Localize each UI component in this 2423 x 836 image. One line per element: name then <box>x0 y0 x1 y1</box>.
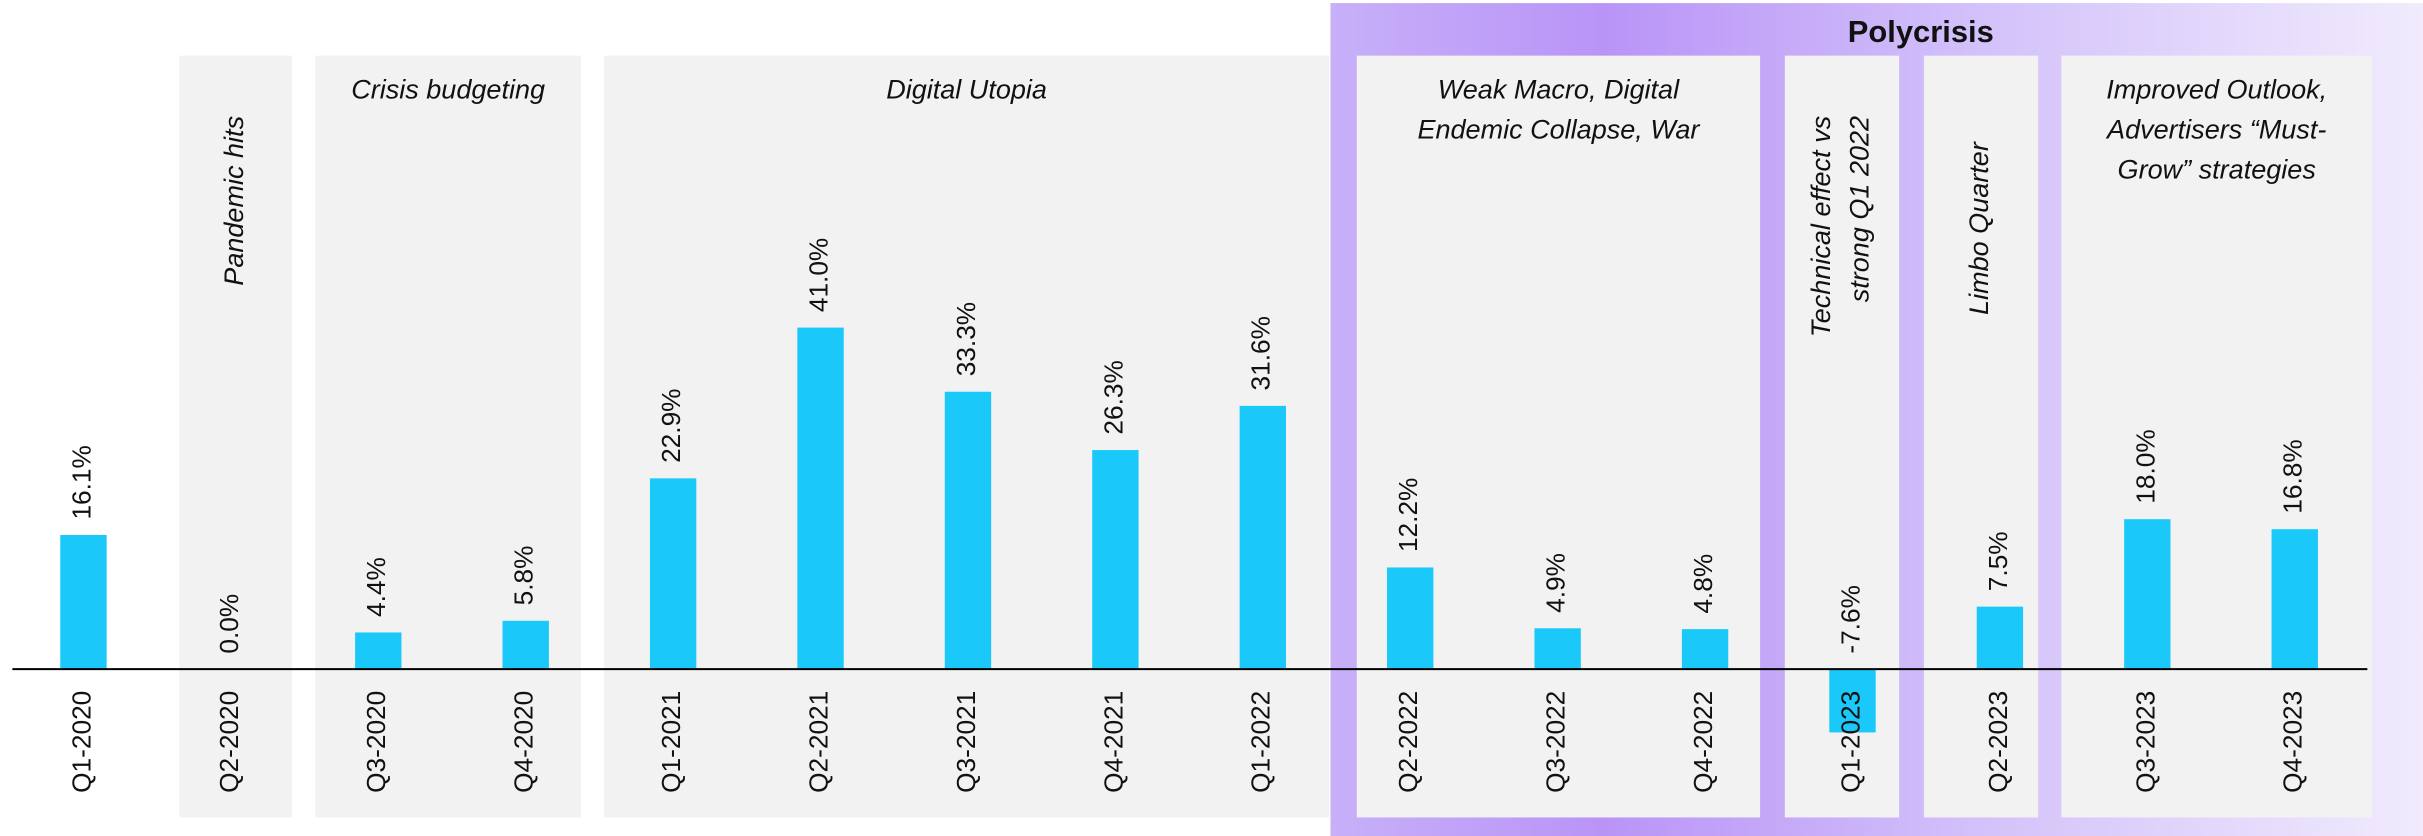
value-label: 22.9% <box>656 388 686 462</box>
bar <box>2271 529 2318 670</box>
phase-panel <box>315 55 582 818</box>
value-label: 18.0% <box>2130 429 2160 503</box>
value-label: 4.9% <box>1541 553 1571 613</box>
value-label: 26.3% <box>1098 360 1128 434</box>
bar <box>1681 629 1729 670</box>
phase-label: Technical effect vs <box>1806 116 1836 337</box>
x-tick-label: Q2-2020 <box>214 691 244 793</box>
x-tick-label: Q3-2023 <box>2130 691 2160 793</box>
phase-label: Improved Outlook, <box>2106 74 2327 104</box>
bar <box>60 535 107 670</box>
bar <box>2124 519 2171 670</box>
bar <box>944 391 992 670</box>
x-tick-label: Q3-2022 <box>1541 691 1571 793</box>
phase-label: Weak Macro, Digital <box>1438 74 1680 104</box>
value-label: 0.0% <box>214 594 244 654</box>
phase-label: Pandemic hits <box>219 116 249 286</box>
phase-label: strong Q1 2022 <box>1844 116 1874 302</box>
bar <box>797 327 844 670</box>
bar <box>1829 669 1876 733</box>
value-label: 4.4% <box>361 557 391 617</box>
value-label: 5.8% <box>509 546 539 606</box>
x-tick-label: Q1-2020 <box>66 691 96 793</box>
value-label: 33.3% <box>951 302 981 376</box>
phase-panel <box>179 55 293 818</box>
phase-panel <box>1923 55 2039 818</box>
x-tick-label: Q4-2020 <box>509 691 539 793</box>
phase-label: Crisis budgeting <box>351 74 545 104</box>
bar <box>355 632 402 670</box>
value-label: 16.1% <box>66 445 96 519</box>
phase-label: Limbo Quarter <box>1964 141 1994 315</box>
bar <box>1239 405 1286 670</box>
value-label: 41.0% <box>803 238 833 312</box>
value-label: 12.2% <box>1393 478 1423 552</box>
x-tick-label: Q4-2021 <box>1098 691 1128 793</box>
bar <box>1976 606 2024 670</box>
phase-label: Advertisers “Must- <box>2105 114 2326 144</box>
x-tick-label: Q4-2022 <box>1688 691 1718 793</box>
bar <box>1092 450 1139 670</box>
value-label: 7.5% <box>1983 531 2013 591</box>
bar <box>502 620 549 670</box>
x-tick-label: Q2-2021 <box>803 691 833 793</box>
x-tick-label: Q2-2022 <box>1393 691 1423 793</box>
bar <box>649 478 697 670</box>
value-label: 16.8% <box>2278 439 2308 513</box>
value-label: 4.8% <box>1688 554 1718 614</box>
x-tick-label: Q2-2023 <box>1983 691 2013 793</box>
x-tick-label: Q4-2023 <box>2278 691 2308 793</box>
polycrisis-title: Polycrisis <box>1848 14 1994 49</box>
phase-label: Grow” strategies <box>2118 155 2316 185</box>
x-tick-label: Q3-2021 <box>951 691 981 793</box>
phase-panel <box>2061 55 2373 818</box>
value-label: 31.6% <box>1246 316 1276 390</box>
x-tick-label: Q1-2022 <box>1246 691 1276 793</box>
x-tick-label: Q1-2023 <box>1835 691 1865 793</box>
bar <box>1387 567 1434 670</box>
bar <box>1534 628 1581 670</box>
phase-panel <box>1356 55 1761 818</box>
x-tick-label: Q3-2020 <box>361 691 391 793</box>
phase-label: Digital Utopia <box>886 74 1047 104</box>
phase-label: Endemic Collapse, War <box>1417 114 1700 144</box>
x-tick-label: Q1-2021 <box>656 691 686 793</box>
value-label: -7.6% <box>1835 585 1865 654</box>
